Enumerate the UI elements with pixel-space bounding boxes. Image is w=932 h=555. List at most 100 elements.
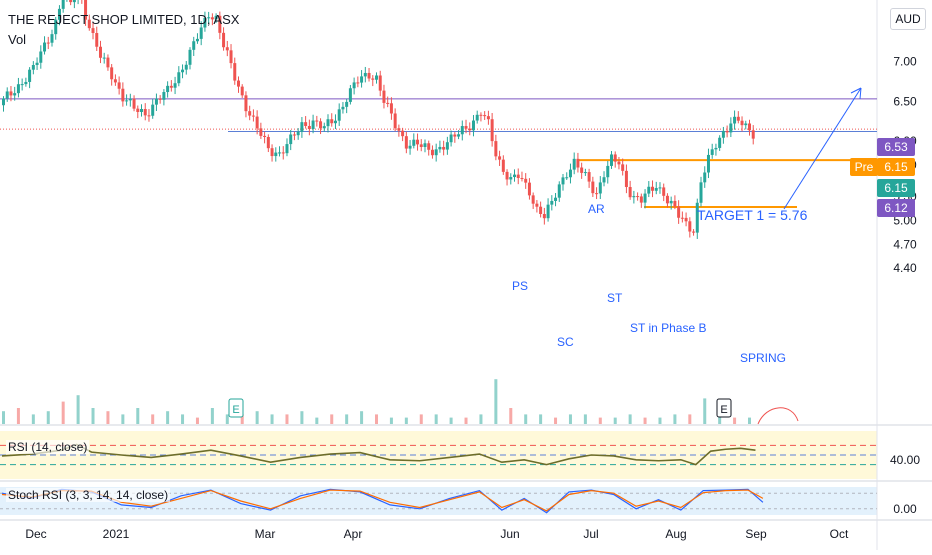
candle-body	[740, 120, 744, 126]
candle-body	[550, 200, 554, 205]
candle-body	[110, 67, 114, 80]
candle-body	[207, 17, 211, 19]
candle-body	[572, 158, 576, 170]
candle-body	[184, 64, 188, 70]
candle-body	[408, 145, 412, 149]
symbol-title[interactable]: THE REJECT SHOP LIMITED, 1D, ASX	[8, 12, 240, 27]
candle-body	[348, 88, 352, 102]
candle-body	[95, 33, 99, 47]
volume-bar	[91, 408, 95, 424]
candle-body	[311, 120, 315, 130]
candle-body	[583, 172, 587, 174]
candle-body	[292, 134, 296, 136]
volume-bar	[76, 395, 80, 424]
volume-bar	[181, 414, 185, 424]
volume-bar	[2, 411, 5, 424]
price-axis-tick: 4.70	[893, 237, 917, 251]
price-badge	[877, 138, 915, 156]
candle-body	[471, 120, 475, 131]
annotation-label: AR	[588, 202, 605, 216]
candle-body	[662, 187, 666, 196]
price-badge-label: 6.12	[884, 201, 908, 215]
candle-body	[729, 123, 733, 133]
candle-body	[748, 123, 751, 131]
candle-body	[188, 49, 192, 65]
candle-body	[733, 116, 737, 124]
candle-body	[360, 76, 364, 83]
price-badge	[877, 199, 915, 217]
projection-arrow	[783, 87, 862, 210]
candle-body	[703, 172, 707, 183]
volume-bar	[598, 417, 602, 424]
time-axis-tick: Apr	[344, 527, 363, 541]
volume-bar	[419, 414, 423, 424]
candle-body	[195, 38, 199, 42]
candle-body	[43, 42, 47, 52]
volume-bar	[151, 414, 155, 424]
candle-body	[699, 182, 703, 203]
candle-body	[333, 120, 337, 124]
volume-label: Vol	[8, 32, 27, 47]
time-axis-tick: Jun	[500, 527, 519, 541]
candle-body	[248, 111, 252, 116]
spring-highlight	[757, 407, 799, 425]
candle-body	[24, 81, 28, 85]
currency-badge[interactable]: AUD	[890, 8, 926, 30]
candle-body	[16, 84, 20, 94]
candle-body	[412, 139, 416, 146]
candle-body	[632, 196, 636, 198]
candle-body	[665, 195, 669, 204]
volume-bar	[718, 414, 722, 424]
time-axis-tick: Aug	[665, 527, 686, 541]
volume-bar	[479, 414, 483, 424]
candle-body	[326, 119, 330, 127]
candle-body	[736, 116, 740, 121]
candle-body	[669, 200, 673, 204]
candle-body	[591, 181, 595, 194]
candle-body	[617, 161, 621, 165]
candle-body	[587, 172, 591, 182]
candle-body	[680, 217, 684, 219]
candle-body	[154, 98, 158, 105]
volume-bar	[554, 417, 558, 424]
candle-body	[710, 149, 714, 155]
candle-body	[322, 126, 326, 129]
volume-bar	[240, 414, 244, 424]
candle-body	[576, 158, 580, 168]
candle-body	[35, 62, 39, 66]
candle-body	[367, 72, 371, 79]
candle-body	[147, 115, 151, 117]
volume-bar	[748, 417, 751, 424]
candle-body	[531, 195, 535, 204]
price-badge-label: 6.15	[884, 181, 908, 195]
candle-body	[151, 104, 155, 116]
annotation-label: PS	[512, 279, 528, 293]
candle-body	[479, 114, 483, 116]
candle-body	[84, 0, 88, 20]
annotation-label: TARGET 1 = 5.76	[697, 207, 808, 223]
price-axis-tick: 4.40	[893, 261, 917, 275]
candle-body	[416, 139, 420, 145]
candle-body	[557, 184, 561, 198]
earnings-marker	[716, 398, 732, 418]
candle-body	[46, 42, 50, 44]
stoch-rsi-label[interactable]: Stoch RSI (3, 3, 14, 14, close)	[6, 488, 171, 502]
candle-body	[169, 85, 173, 88]
candle-body	[695, 202, 699, 233]
candle-body	[61, 0, 65, 9]
price-badge	[877, 179, 915, 197]
candle-body	[401, 130, 405, 137]
candle-body	[337, 109, 341, 121]
candle-body	[177, 72, 181, 84]
candle-body	[636, 196, 640, 198]
candle-body	[222, 32, 226, 48]
rsi-label[interactable]: RSI (14, close)	[6, 440, 90, 454]
time-axis-tick: Mar	[255, 527, 276, 541]
candle-body	[255, 116, 259, 129]
candle-body	[382, 90, 386, 103]
volume-bar	[121, 414, 125, 424]
candle-body	[621, 164, 625, 171]
candle-body	[516, 174, 520, 178]
time-axis-tick: Dec	[25, 527, 46, 541]
